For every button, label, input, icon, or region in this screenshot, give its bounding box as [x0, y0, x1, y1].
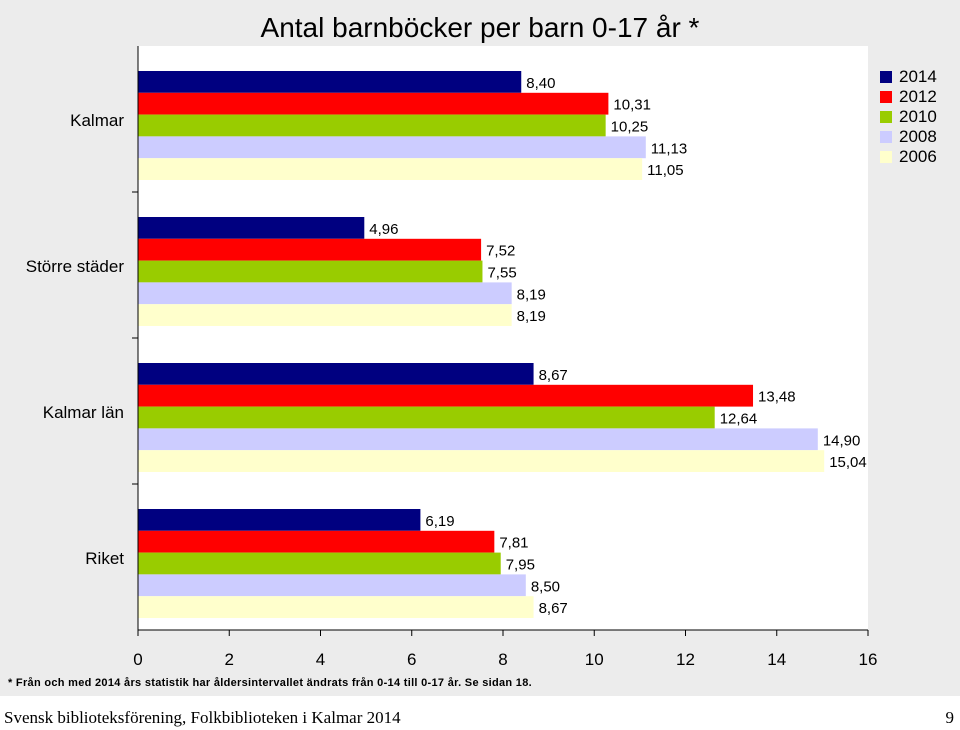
legend-item-2006: 2006: [880, 147, 937, 167]
bar-2012-1: [138, 238, 482, 261]
data-label-2012-2: 13,48: [758, 389, 796, 406]
bar-2010-0: [138, 114, 606, 137]
category-label-2: Kalmar län: [43, 403, 124, 422]
legend-swatch-2008: [880, 131, 892, 143]
legend: 2014 2012 2010 2008 2006: [880, 67, 937, 167]
x-tick-label-8: 16: [859, 650, 878, 669]
bar-2014-0: [138, 71, 522, 93]
legend-label-2012: 2012: [899, 87, 937, 106]
data-label-2010-3: 7,95: [506, 557, 535, 574]
data-label-2014-1: 4,96: [369, 221, 398, 238]
bar-2008-2: [138, 428, 818, 451]
footer-publisher: Svensk biblioteksförening, Folkbibliotek…: [4, 708, 401, 727]
chart-area: Antal barnböcker per barn 0-17 år * 8,40…: [0, 0, 960, 696]
x-tick-label-5: 10: [585, 650, 604, 669]
data-label-2012-0: 10,31: [613, 97, 651, 114]
legend-label-2006: 2006: [899, 147, 937, 166]
legend-label-2010: 2010: [899, 107, 937, 126]
bar-2014-1: [138, 217, 365, 239]
category-label-3: Riket: [85, 549, 124, 568]
data-label-2012-1: 7,52: [486, 243, 515, 260]
data-label-2008-2: 14,90: [823, 432, 861, 449]
x-tick-label-6: 12: [676, 650, 695, 669]
data-label-2014-2: 8,67: [539, 367, 568, 384]
legend-swatch-2006: [880, 151, 892, 163]
bar-2008-0: [138, 136, 646, 159]
legend-label-2008: 2008: [899, 127, 937, 146]
bar-2006-0: [138, 158, 643, 180]
data-label-2014-3: 6,19: [425, 513, 454, 530]
legend-swatch-2010: [880, 111, 892, 123]
legend-swatch-2014: [880, 71, 892, 83]
bar-2006-3: [138, 596, 534, 618]
data-label-2008-0: 11,13: [651, 140, 687, 157]
legend-item-2010: 2010: [880, 107, 937, 127]
bar-2010-1: [138, 260, 483, 283]
x-tick-label-1: 2: [225, 650, 234, 669]
data-label-2010-0: 10,25: [611, 119, 649, 136]
data-label-2006-3: 8,67: [539, 600, 568, 617]
data-label-2012-3: 7,81: [499, 535, 528, 552]
bar-2012-3: [138, 530, 495, 553]
bar-2012-0: [138, 92, 609, 115]
data-label-2014-0: 8,40: [526, 75, 555, 92]
bar-2006-1: [138, 304, 512, 326]
page-number: 9: [945, 708, 955, 727]
legend-item-2012: 2012: [880, 87, 937, 107]
bar-2010-2: [138, 406, 715, 429]
category-label-0: Kalmar: [70, 111, 124, 130]
x-tick-label-0: 0: [133, 650, 142, 669]
data-label-2010-2: 12,64: [720, 411, 758, 428]
bar-2014-3: [138, 509, 421, 531]
bar-2006-2: [138, 450, 825, 472]
legend-swatch-2012: [880, 91, 892, 103]
bar-2008-3: [138, 574, 526, 597]
footnote: * Från och med 2014 års statistik har ål…: [8, 677, 532, 689]
data-label-2008-3: 8,50: [531, 578, 560, 595]
legend-item-2014: 2014: [880, 67, 937, 87]
x-tick-label-3: 6: [407, 650, 416, 669]
bar-2010-3: [138, 552, 501, 575]
bar-2008-1: [138, 282, 512, 305]
data-label-2006-1: 8,19: [517, 308, 546, 325]
bar-2014-2: [138, 363, 534, 385]
data-label-2008-1: 8,19: [517, 286, 546, 303]
x-tick-label-2: 4: [316, 650, 325, 669]
x-tick-label-4: 8: [498, 650, 507, 669]
data-label-2006-0: 11,05: [647, 162, 683, 179]
data-label-2006-2: 15,04: [829, 454, 867, 471]
legend-item-2008: 2008: [880, 127, 937, 147]
chart-title: Antal barnböcker per barn 0-17 år *: [260, 12, 700, 43]
category-label-1: Större städer: [26, 257, 125, 276]
x-tick-label-7: 14: [767, 650, 786, 669]
bar-2012-2: [138, 384, 754, 407]
data-label-2010-1: 7,55: [487, 265, 516, 282]
legend-label-2014: 2014: [899, 67, 937, 86]
